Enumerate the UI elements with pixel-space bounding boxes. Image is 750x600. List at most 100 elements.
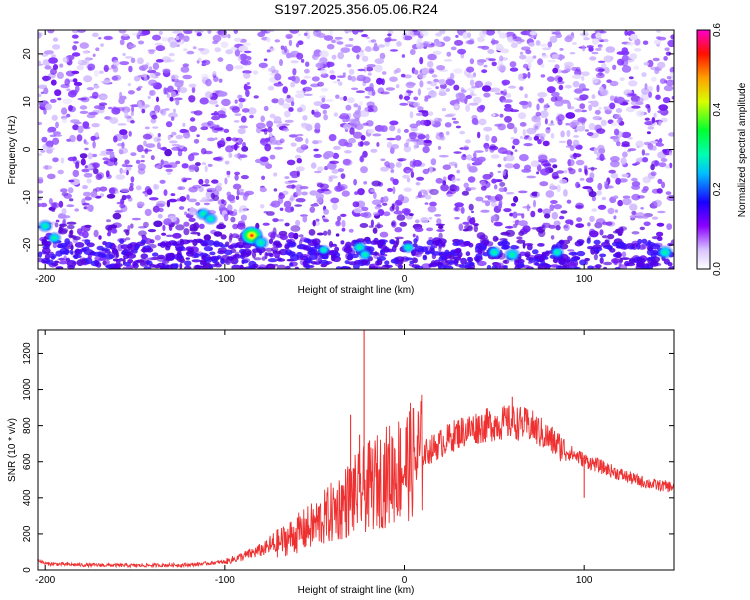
spectrogram-blob [536, 171, 540, 175]
spectrogram-blob [438, 264, 447, 269]
spectrogram-blob [509, 61, 517, 68]
spectrogram-blob [294, 93, 305, 99]
spectrogram-blob [448, 161, 458, 166]
spectrogram-blob [332, 203, 338, 211]
spectrogram-blob [242, 42, 252, 46]
spectrogram-blob [122, 52, 126, 57]
spectrogram-blob [120, 244, 129, 250]
spectrogram-blob [481, 85, 492, 92]
spectrogram-blob [249, 114, 254, 119]
x-tick-label: -200 [35, 274, 55, 285]
spectrogram-blob [579, 103, 586, 110]
spectrogram-blob [548, 158, 557, 163]
spectrogram-blob [651, 201, 658, 209]
snr-series-line [38, 394, 674, 569]
spectrogram-blob [153, 136, 162, 143]
spectrogram-blob [282, 103, 291, 109]
spectrogram-blob [434, 214, 442, 217]
spectrogram-blob [372, 212, 380, 216]
spectrogram-blob [290, 142, 297, 147]
spectrogram-blob [452, 241, 461, 247]
spectrogram-blob [230, 46, 238, 51]
spectrogram-blob [312, 219, 316, 227]
spectrogram-blob [453, 256, 462, 261]
spectrogram-blob [231, 106, 240, 113]
spectrogram-blob [183, 228, 190, 236]
spectrogram-blob [551, 91, 560, 98]
spectrogram-blob [84, 196, 92, 201]
spectrogram-blob [556, 184, 561, 193]
spectrogram-blob [108, 187, 116, 194]
spectrogram-blob [141, 108, 146, 114]
spectrogram-blob [643, 62, 650, 66]
spectrogram-blob [584, 169, 589, 176]
spectrogram-blob [159, 179, 166, 184]
spectrogram-blob [537, 208, 543, 213]
spectrogram-blob [535, 111, 542, 117]
spectrogram-blob [68, 57, 74, 60]
spectrogram-blob [259, 187, 267, 193]
spectrogram-blob [597, 37, 602, 41]
spectrogram-blob [189, 117, 196, 122]
spectrogram-blob [609, 80, 619, 87]
spectrogram-blob [627, 137, 633, 140]
spectrogram-blob [423, 139, 432, 144]
spectrogram-blob [521, 46, 531, 51]
spectrogram-blob [40, 149, 46, 153]
spectrogram-blob [296, 158, 302, 164]
spectrogram-blob [200, 148, 207, 155]
spectrogram-blob [657, 178, 663, 184]
spectrogram-blob [466, 87, 476, 91]
spectrogram-blob [665, 191, 672, 196]
spectrogram-blob [499, 113, 504, 118]
spectrogram-blob [220, 234, 227, 240]
spectrogram-blob [75, 161, 80, 169]
spectrogram-blob [362, 122, 369, 126]
spectrogram-blob [480, 181, 486, 187]
spectrogram-blob [209, 251, 216, 256]
spectrogram-blob [317, 139, 323, 144]
spectrogram-blob [519, 154, 529, 162]
spectrogram-blob [344, 150, 352, 154]
spectrogram-blob [490, 40, 499, 45]
spectrogram-blob [92, 91, 99, 99]
spectrogram-blob [467, 176, 476, 183]
spectrogram-blob [295, 166, 305, 172]
spectrogram-blob [544, 213, 551, 219]
spectrogram-blob [353, 207, 363, 214]
spectrogram-blob [435, 32, 442, 37]
spectrogram-blob [144, 76, 148, 82]
spectrogram-blob [335, 185, 345, 192]
spectrogram-blob [621, 173, 629, 178]
spectrogram-blob [528, 257, 537, 263]
spectrogram-blob [138, 230, 147, 237]
spectrogram-blob [84, 239, 91, 246]
spectrogram-blob [583, 165, 588, 170]
spectrogram-blob [371, 89, 376, 97]
spectrogram-blob [111, 249, 118, 253]
spectrogram-blob [290, 81, 296, 88]
spectrogram-blob [620, 157, 627, 165]
spectrogram-blob [581, 76, 585, 81]
spectrogram-blob [630, 100, 638, 106]
spectrogram-blob [605, 221, 613, 226]
spectrogram-blob [314, 124, 321, 130]
spectrogram-blob [271, 98, 279, 104]
snr-x-axis: -200 -100 0 100 [35, 330, 593, 586]
spectrogram-blob [362, 150, 368, 158]
spectrogram-blob [341, 190, 350, 197]
spectrogram-blob [49, 134, 57, 138]
spectrogram-blob [234, 153, 241, 158]
spectrogram-blob [274, 73, 282, 81]
spectrogram-blob [155, 165, 162, 169]
spectrogram-blob [342, 158, 351, 166]
spectrogram-blob [374, 58, 385, 64]
spectrogram-blob [477, 36, 485, 43]
spectrogram-blob [215, 225, 223, 230]
spectrogram-blob [279, 59, 283, 66]
spectrogram-blob [323, 208, 329, 215]
spectrogram-blobs [38, 30, 674, 269]
spectrogram-blob [137, 74, 144, 78]
spectrogram-blob [419, 80, 424, 88]
spectrogram-blob [413, 144, 417, 150]
